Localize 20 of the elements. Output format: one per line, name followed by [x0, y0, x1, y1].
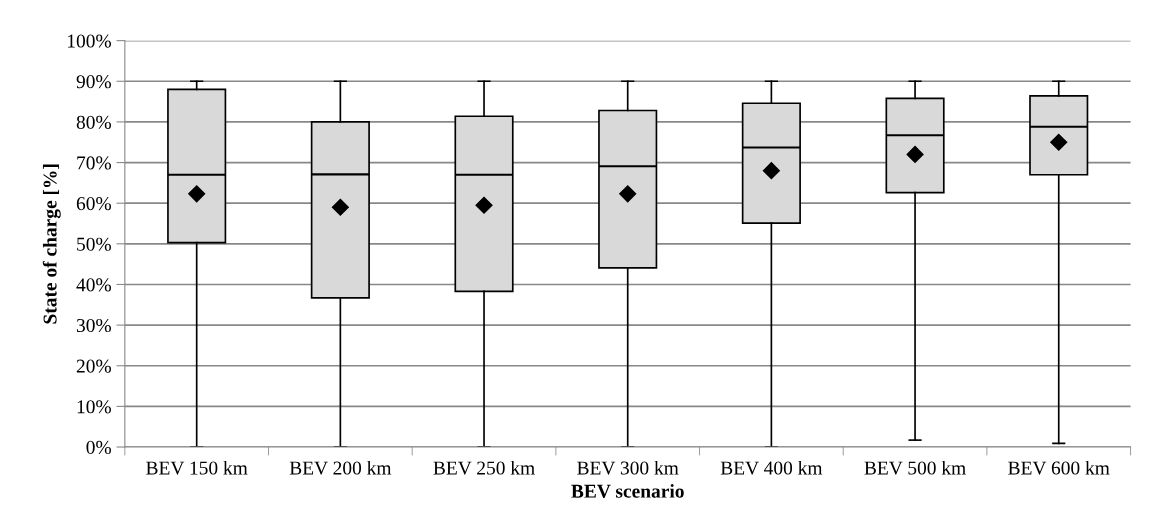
x-axis-title: BEV scenario: [571, 484, 684, 498]
y-tick-label: 90%: [76, 75, 111, 89]
x-tick-label: BEV 300 km: [577, 460, 679, 475]
y-tick-label: 50%: [77, 237, 111, 251]
y-tick-label: 30%: [76, 318, 111, 333]
x-tick-label: BEV 400 km: [720, 460, 823, 475]
y-axis-title: State of charge [%]: [42, 164, 61, 324]
y-tick-label: 80%: [76, 115, 111, 129]
y-tick-label: 0%: [86, 440, 111, 455]
y-tick-label: 40%: [76, 278, 111, 292]
y-tick-label: 70%: [77, 156, 111, 170]
x-tick-label: BEV 150 km: [146, 460, 248, 475]
y-tick-label: 60%: [76, 197, 111, 211]
x-tick-label: BEV 200 km: [289, 460, 392, 475]
x-tick-label: BEV 600 km: [1008, 460, 1110, 475]
y-tick-label: 10%: [77, 400, 111, 414]
y-tick-label: 100%: [68, 34, 111, 48]
y-tick-label: 20%: [76, 359, 111, 373]
x-tick-label: BEV 500 km: [864, 460, 966, 475]
x-tick-label: BEV 250 km: [433, 460, 535, 475]
